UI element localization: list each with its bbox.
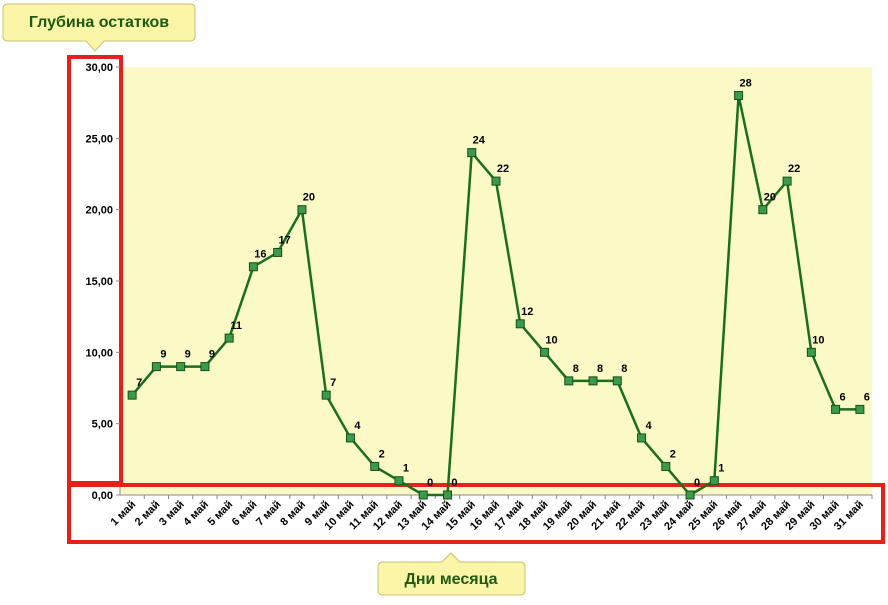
annotation: Глубина остатков	[29, 14, 169, 31]
data-label: 28	[739, 78, 751, 90]
y-tick-label: 10,00	[85, 347, 113, 359]
data-label: 8	[597, 363, 603, 375]
marker	[806, 347, 816, 357]
x-tick-label: 1 май	[109, 499, 139, 529]
x-tick-label: 6 май	[230, 499, 260, 529]
marker	[127, 390, 137, 400]
marker	[637, 433, 647, 443]
data-label: 7	[136, 377, 142, 389]
data-label: 8	[573, 363, 579, 375]
marker	[394, 476, 404, 486]
x-tick-label: 2 май	[133, 499, 163, 529]
marker	[370, 461, 380, 471]
data-label: 16	[254, 249, 266, 261]
data-label: 2	[379, 448, 385, 460]
marker	[855, 404, 865, 414]
data-label: 10	[545, 334, 557, 346]
marker	[564, 376, 574, 386]
data-label: 1	[403, 463, 409, 475]
data-label: 0	[451, 477, 457, 489]
highlight-box	[67, 483, 885, 544]
marker	[442, 490, 452, 500]
marker	[248, 262, 258, 272]
data-label: 4	[354, 420, 361, 432]
data-label: 2	[670, 448, 676, 460]
marker	[273, 247, 283, 257]
data-label: 9	[209, 349, 215, 361]
marker	[661, 461, 671, 471]
marker	[467, 148, 477, 158]
y-tick-label: 30,00	[85, 62, 113, 74]
marker	[297, 205, 307, 215]
data-label: 4	[645, 420, 652, 432]
data-label: 24	[473, 135, 486, 147]
data-label: 9	[160, 349, 166, 361]
marker	[176, 362, 186, 372]
data-label: 8	[621, 363, 627, 375]
data-label: 12	[521, 306, 533, 318]
marker	[345, 433, 355, 443]
marker	[734, 91, 744, 101]
data-label: 7	[330, 377, 336, 389]
annotation: Дни месяца	[404, 571, 497, 588]
data-label: 20	[303, 192, 315, 204]
y-tick-label: 15,00	[85, 276, 113, 288]
data-label: 0	[694, 477, 700, 489]
plot-area	[120, 67, 872, 495]
marker	[588, 376, 598, 386]
x-tick-label: 8 май	[278, 499, 308, 529]
x-tick-label: 7 май	[254, 499, 284, 529]
marker	[709, 476, 719, 486]
callout: Глубина остатков	[2, 3, 196, 52]
data-label: 1	[718, 463, 724, 475]
marker	[758, 205, 768, 215]
marker	[200, 362, 210, 372]
y-tick-label: 25,00	[85, 133, 113, 145]
marker	[515, 319, 525, 329]
data-label: 20	[764, 192, 776, 204]
data-label: 6	[840, 391, 846, 403]
data-label: 22	[788, 163, 800, 175]
marker	[782, 176, 792, 186]
marker	[612, 376, 622, 386]
marker	[491, 176, 501, 186]
data-label: 9	[185, 349, 191, 361]
callout-shape	[377, 552, 526, 596]
marker	[418, 490, 428, 500]
y-tick-label: 0,00	[92, 490, 113, 502]
marker	[540, 347, 550, 357]
callout: Дни месяца	[377, 552, 526, 596]
marker	[151, 362, 161, 372]
x-tick-label: 4 май	[181, 499, 211, 529]
callout-shape	[2, 3, 196, 52]
marker	[831, 404, 841, 414]
y-tick-label: 20,00	[85, 205, 113, 217]
y-tick-label: 5,00	[92, 419, 113, 431]
data-label: 6	[864, 391, 870, 403]
data-label: 0	[427, 477, 433, 489]
marker	[685, 490, 695, 500]
x-tick-label: 5 май	[206, 499, 236, 529]
data-label: 11	[230, 320, 242, 332]
data-label: 17	[279, 234, 291, 246]
data-label: 22	[497, 163, 509, 175]
data-label: 10	[812, 334, 824, 346]
x-tick-label: 3 май	[157, 499, 187, 529]
marker	[321, 390, 331, 400]
marker	[224, 333, 234, 343]
